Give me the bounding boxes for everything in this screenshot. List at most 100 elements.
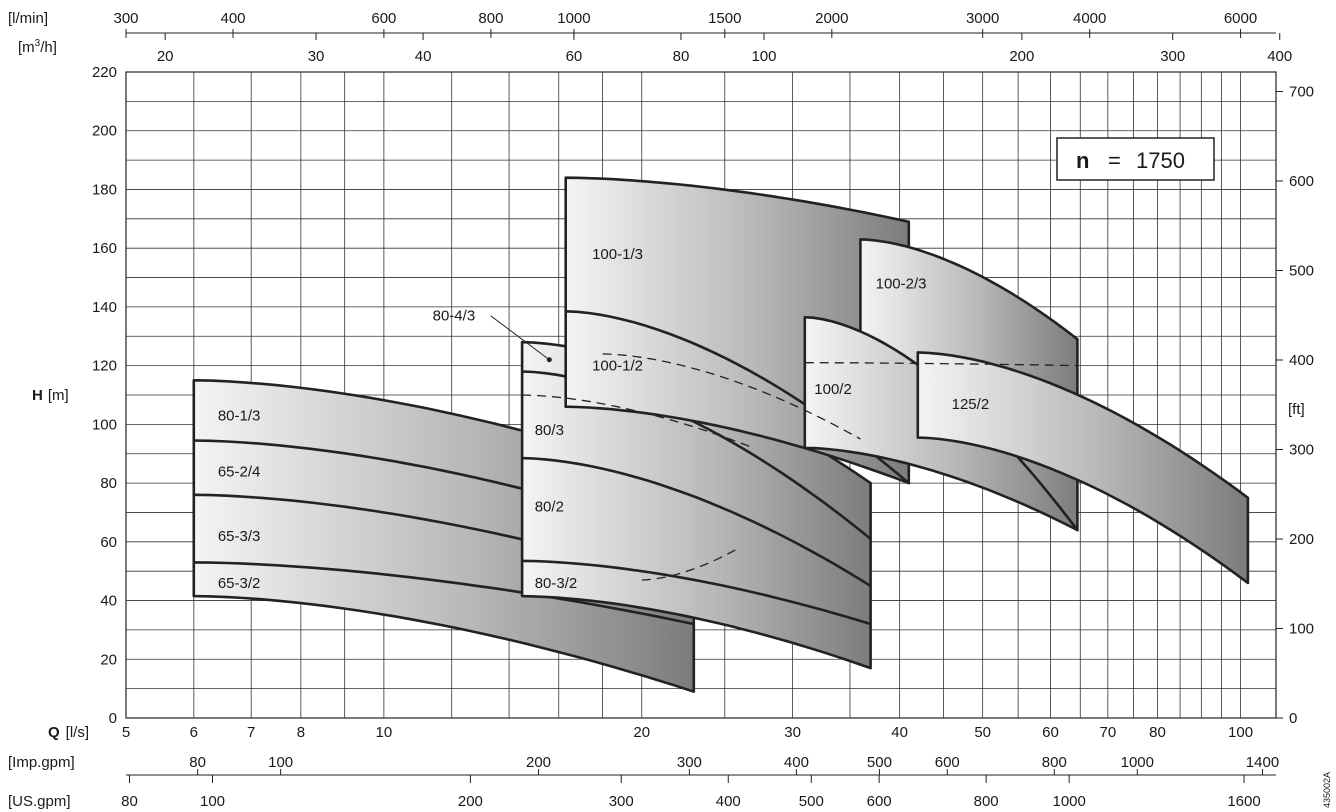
right-axis-tick-label: 600 <box>1289 173 1314 190</box>
imp-axis-tick-label: 600 <box>935 754 960 771</box>
q-axis-tick-label: 40 <box>891 724 908 741</box>
m3h-axis-tick-label: 20 <box>157 48 174 65</box>
pump-model-label: 65-2/4 <box>218 463 261 480</box>
speed-box: n = 1750 <box>1056 137 1215 181</box>
m3h-axis-tick-label: 60 <box>566 48 583 65</box>
right-axis-tick-label: 500 <box>1289 262 1314 279</box>
us-axis-tick-label: 200 <box>458 793 483 810</box>
imp-axis-tick-label: 1400 <box>1246 754 1279 771</box>
pump-region <box>916 351 1250 585</box>
pump-model-label: 65-3/3 <box>218 528 261 545</box>
lmin-axis-tick-label: 1500 <box>708 10 741 27</box>
left-axis-tick-label: 120 <box>92 358 117 375</box>
pump-model-label: 80/3 <box>535 422 564 439</box>
left-axis-tick-label: 180 <box>92 181 117 198</box>
pump-model-label: 80-3/2 <box>535 575 578 592</box>
right-axis-tick-label: 400 <box>1289 352 1314 369</box>
pump-model-label: 100-1/2 <box>592 358 643 375</box>
lmin-axis-tick-label: 2000 <box>815 10 848 27</box>
label-pointer <box>490 315 550 361</box>
right-axis-tick-label: 100 <box>1289 620 1314 637</box>
speed-equals: = <box>1108 148 1121 173</box>
pump-model-label: 80-4/3 <box>433 308 476 325</box>
imp-axis-tick-label: 300 <box>677 754 702 771</box>
q-axis-tick-label: 70 <box>1099 724 1116 741</box>
imp-axis-tick-label: 200 <box>526 754 551 771</box>
lmin-axis-tick-label: 6000 <box>1224 10 1257 27</box>
lmin-axis-tick-label: 400 <box>221 10 246 27</box>
lmin-axis-tick-label: 4000 <box>1073 10 1106 27</box>
pump-model-label: 125/2 <box>952 396 990 413</box>
dashed-curve <box>602 353 861 440</box>
q-axis-tick-label: 60 <box>1042 724 1059 741</box>
q-axis-tick-label: 5 <box>122 724 130 741</box>
top-axis-lmin-unit: [l/min] <box>8 10 48 27</box>
lmin-axis-tick-label: 600 <box>371 10 396 27</box>
imp-axis-tick-label: 100 <box>268 754 293 771</box>
dashed-curve <box>522 394 754 449</box>
top-axis-m3h: [m3/h] 20 30 40 60 80 100 200 300 400 <box>18 33 1292 65</box>
us-axis-tick-label: 100 <box>200 793 225 810</box>
left-axis-label: H [m] <box>32 387 69 404</box>
q-axis-tick-label: 100 <box>1228 724 1253 741</box>
m3h-axis-tick-label: 400 <box>1267 48 1292 65</box>
q-axis-tick-label: 7 <box>247 724 255 741</box>
m3h-axis-tick-label: 40 <box>415 48 432 65</box>
us-axis-tick-label: 800 <box>974 793 999 810</box>
imp-axis-tick-label: 1000 <box>1121 754 1154 771</box>
top-axis-m3h-ticks: 20 30 40 60 80 100 200 300 400 <box>157 33 1292 65</box>
right-axis-tick-label: 200 <box>1289 531 1314 548</box>
left-axis-ticks: 0 20 40 60 80 100 120 140 160 180 200 220 <box>92 64 117 727</box>
lmin-axis-tick-label: 3000 <box>966 10 999 27</box>
imp-axis-tick-label: 80 <box>189 754 206 771</box>
left-axis-tick-label: 100 <box>92 416 117 433</box>
pump-divider-curve <box>193 561 695 626</box>
bottom-axis-q-ticks: 5 6 7 8 10 20 30 40 50 60 70 80 100 <box>122 724 1253 741</box>
left-axis: 0 20 40 60 80 100 120 140 160 180 200 220 H [m] <box>32 64 117 727</box>
us-axis-tick-label: 1600 <box>1227 793 1260 810</box>
right-axis: 0 100 200 300 400 500 600 700 [ft] <box>1276 83 1314 727</box>
pump-model-label: 100-2/3 <box>876 275 927 292</box>
left-axis-tick-label: 160 <box>92 240 117 257</box>
us-axis-tick-label: 1000 <box>1052 793 1085 810</box>
q-axis-tick-label: 50 <box>974 724 991 741</box>
lmin-axis-tick-label: 300 <box>113 10 138 27</box>
imp-axis-tick-label: 500 <box>867 754 892 771</box>
q-axis-tick-label: 20 <box>633 724 650 741</box>
pump-model-label: 80/2 <box>535 499 564 516</box>
left-axis-tick-label: 20 <box>100 651 117 668</box>
pump-divider-curve <box>522 456 872 588</box>
right-axis-tick-label: 0 <box>1289 710 1297 727</box>
q-axis-tick-label: 10 <box>376 724 393 741</box>
figure-code: 435002A <box>1322 772 1332 808</box>
pump-labels: 80-1/3 65-2/4 65-3/3 65-3/2 80/3 80/2 80-3/2 10… <box>218 246 989 592</box>
pump-model-label: 80-1/3 <box>218 408 261 425</box>
lmin-axis-tick-label: 1000 <box>557 10 590 27</box>
label-pointer-dot <box>546 357 552 363</box>
bottom-axis-imp-ticks: 80 100 200 300 400 500 600 800 1000 1400 <box>189 754 1279 775</box>
us-axis-tick-label: 500 <box>799 793 824 810</box>
right-axis-ticks: 0 100 200 300 400 500 600 700 <box>1276 83 1314 727</box>
bottom-axis-imp: [Imp.gpm] 80 100 200 300 400 500 600 800 1000 140… <box>8 754 1279 776</box>
bottom-axis-q-label: Q [l/s] <box>48 724 89 741</box>
speed-value: 1750 <box>1136 148 1185 173</box>
pump-divider-curve <box>522 559 871 626</box>
speed-n-symbol: n <box>1076 148 1089 173</box>
pump-model-label: 100-1/3 <box>592 246 643 263</box>
pump-regions <box>192 176 1250 693</box>
left-axis-tick-label: 140 <box>92 299 117 316</box>
left-axis-tick-label: 200 <box>92 123 117 140</box>
left-axis-tick-label: 60 <box>100 534 117 551</box>
imp-axis-tick-label: 400 <box>784 754 809 771</box>
m3h-axis-tick-label: 200 <box>1009 48 1034 65</box>
m3h-axis-tick-label: 300 <box>1160 48 1185 65</box>
bottom-axis-us-ticks: 80 100 200 300 400 500 600 800 1000 1600 <box>121 775 1261 810</box>
right-axis-unit: [ft] <box>1288 401 1305 418</box>
m3h-axis-tick-label: 30 <box>308 48 325 65</box>
bottom-axis-q: Q [l/s] 5 6 7 8 10 20 30 40 50 60 70 80 100 <box>48 724 1253 741</box>
m3h-axis-tick-label: 100 <box>751 48 776 65</box>
left-axis-tick-label: 0 <box>109 710 117 727</box>
dashed-curve <box>804 362 1078 367</box>
q-axis-tick-label: 6 <box>190 724 198 741</box>
